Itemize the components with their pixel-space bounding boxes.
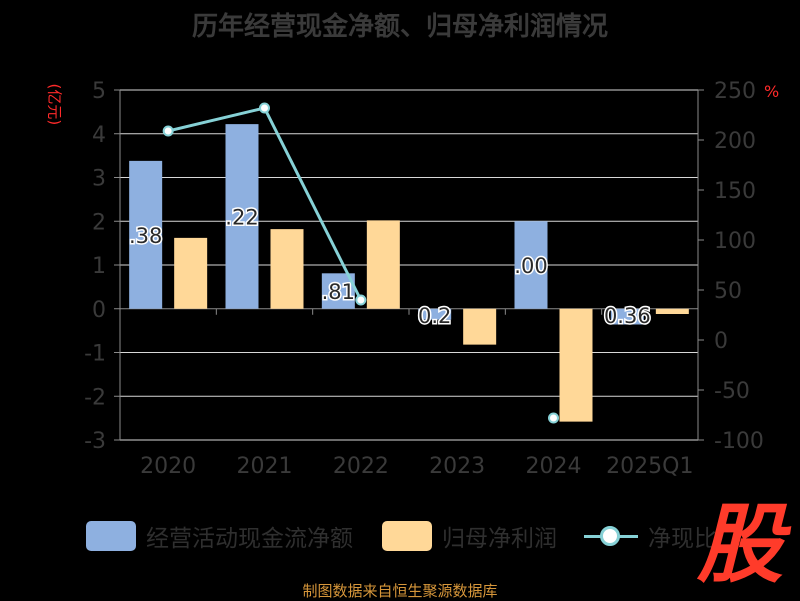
data-label-operating-cashflow: 0.2 bbox=[418, 304, 451, 328]
y-right-tick-label: 200 bbox=[714, 129, 756, 154]
data-label-operating-cashflow: 0.36 bbox=[604, 304, 651, 328]
legend: 经营活动现金流净额 归母净利润 净现比 bbox=[0, 514, 800, 558]
legend-item-net-profit[interactable]: 归母净利润 bbox=[382, 514, 557, 558]
bar-net-profit bbox=[366, 220, 400, 309]
bar-net-profit bbox=[655, 308, 689, 314]
y-right-tick-label: 0 bbox=[714, 329, 728, 354]
y-right-tick-label: -50 bbox=[714, 379, 750, 404]
y-left-tick-label: 2 bbox=[92, 210, 106, 235]
legend-swatch-cash-ratio bbox=[584, 521, 638, 551]
y-right-tick-label: -100 bbox=[714, 429, 764, 454]
bar-operating-cashflow bbox=[514, 221, 548, 309]
line-segment-cash-ratio bbox=[167, 106, 265, 133]
legend-swatch-operating-cashflow bbox=[86, 521, 136, 551]
bar-net-profit bbox=[270, 229, 304, 309]
x-tick-label: 2023 bbox=[429, 454, 485, 479]
y-right-tick-label: 100 bbox=[714, 229, 756, 254]
data-label-operating-cashflow: .38 bbox=[129, 224, 162, 248]
point-cash-ratio bbox=[259, 102, 270, 114]
bar-net-profit bbox=[463, 308, 497, 345]
x-tick-label: 2024 bbox=[526, 454, 582, 479]
brand-logo: 股 bbox=[697, 495, 783, 595]
legend-item-cash-ratio[interactable]: 净现比 bbox=[584, 514, 717, 558]
y-right-tick-label: 150 bbox=[714, 179, 756, 204]
y-left-tick-label: -3 bbox=[84, 429, 106, 454]
y-left-tick-label: 4 bbox=[92, 123, 106, 148]
point-cash-ratio bbox=[355, 294, 367, 306]
data-label-operating-cashflow: .81 bbox=[322, 280, 355, 304]
x-tick-label: 2021 bbox=[237, 454, 293, 479]
bar-operating-cashflow bbox=[610, 308, 644, 325]
legend-label-operating-cashflow: 经营活动现金流净额 bbox=[146, 526, 353, 552]
legend-item-operating-cashflow[interactable]: 经营活动现金流净额 bbox=[86, 514, 353, 558]
y-right-tick-label: 250 bbox=[714, 79, 756, 104]
point-cash-ratio bbox=[548, 412, 559, 424]
right-axis-unit: % bbox=[764, 82, 780, 101]
x-tick-label: 2020 bbox=[140, 454, 196, 479]
chart-title: 历年经营现金净额、归母净利润情况 bbox=[191, 12, 608, 42]
y-left-tick-label: -1 bbox=[84, 342, 106, 367]
point-cash-ratio bbox=[162, 125, 174, 137]
bar-operating-cashflow bbox=[129, 160, 163, 309]
y-right-tick-label: 50 bbox=[714, 279, 742, 304]
legend-label-net-profit: 归母净利润 bbox=[442, 526, 557, 552]
x-tick-label: 2022 bbox=[333, 454, 389, 479]
data-label-operating-cashflow: .22 bbox=[225, 205, 258, 229]
bar-net-profit bbox=[559, 308, 593, 422]
y-left-tick-label: -2 bbox=[84, 385, 106, 410]
source-note: 制图数据来自恒生聚源数据库 bbox=[302, 582, 498, 600]
bar-operating-cashflow bbox=[225, 124, 259, 309]
legend-swatch-net-profit bbox=[382, 521, 432, 551]
legend-label-cash-ratio: 净现比 bbox=[648, 526, 717, 552]
y-left-tick-label: 0 bbox=[92, 298, 106, 323]
y-left-tick-label: 5 bbox=[92, 79, 106, 104]
y-left-tick-label: 3 bbox=[92, 167, 106, 192]
bar-net-profit bbox=[174, 237, 208, 309]
line-segment-cash-ratio bbox=[263, 107, 363, 301]
y-left-tick-label: 1 bbox=[92, 254, 106, 279]
bar-operating-cashflow bbox=[418, 308, 452, 320]
data-label-operating-cashflow: .00 bbox=[514, 254, 547, 278]
x-tick-label: 2025Q1 bbox=[606, 454, 693, 479]
